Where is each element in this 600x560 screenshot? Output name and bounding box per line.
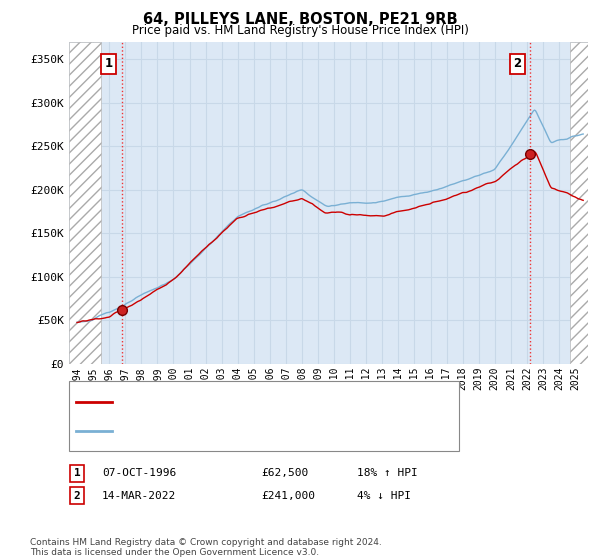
Text: 1: 1 xyxy=(74,468,80,478)
Text: £241,000: £241,000 xyxy=(261,491,315,501)
Text: 1: 1 xyxy=(104,57,113,70)
Text: £62,500: £62,500 xyxy=(261,468,308,478)
Text: 64, PILLEYS LANE, BOSTON, PE21 9RB (detached house): 64, PILLEYS LANE, BOSTON, PE21 9RB (deta… xyxy=(117,397,410,407)
Text: 07-OCT-1996: 07-OCT-1996 xyxy=(102,468,176,478)
Text: 14-MAR-2022: 14-MAR-2022 xyxy=(102,491,176,501)
Bar xyxy=(571,42,588,364)
Text: 4% ↓ HPI: 4% ↓ HPI xyxy=(357,491,411,501)
Text: 64, PILLEYS LANE, BOSTON, PE21 9RB: 64, PILLEYS LANE, BOSTON, PE21 9RB xyxy=(143,12,457,27)
Text: Contains HM Land Registry data © Crown copyright and database right 2024.
This d: Contains HM Land Registry data © Crown c… xyxy=(30,538,382,557)
Text: HPI: Average price, detached house, Boston: HPI: Average price, detached house, Bost… xyxy=(117,426,346,436)
Text: 18% ↑ HPI: 18% ↑ HPI xyxy=(357,468,418,478)
Text: 2: 2 xyxy=(74,491,80,501)
Text: Price paid vs. HM Land Registry's House Price Index (HPI): Price paid vs. HM Land Registry's House … xyxy=(131,24,469,36)
Bar xyxy=(69,42,101,364)
Text: 2: 2 xyxy=(513,57,521,70)
